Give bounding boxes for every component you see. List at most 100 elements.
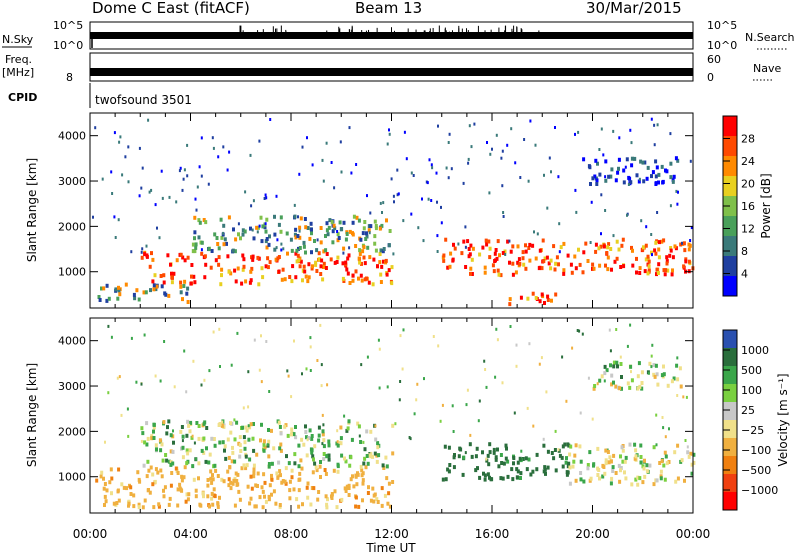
power-speck — [297, 215, 299, 219]
power-cell — [225, 241, 228, 246]
velocity-cell — [614, 471, 618, 475]
velocity-cell — [287, 461, 291, 466]
velocity-speck — [686, 445, 689, 449]
velocity-cell — [596, 473, 600, 477]
power-cell — [365, 276, 368, 281]
velocity-cell — [212, 487, 216, 492]
velocity-cell — [384, 455, 388, 460]
velocity-cell — [102, 476, 105, 481]
power-speck — [557, 175, 560, 179]
power-cell — [220, 267, 224, 272]
velocity-speck — [192, 359, 195, 363]
velocity-cell — [227, 477, 231, 482]
power-cell — [232, 227, 235, 232]
velocity-cell — [385, 476, 389, 481]
power-speck — [470, 145, 473, 149]
velocity-cell — [110, 476, 114, 481]
velocity-cell — [492, 450, 496, 455]
power-speck — [495, 133, 498, 137]
velocity-cell — [345, 428, 349, 433]
power-cell — [615, 256, 619, 261]
velocity-cell — [566, 464, 570, 469]
velocity-speck — [484, 368, 487, 371]
velocity-cell — [391, 451, 395, 456]
colorbar-swatch — [723, 256, 737, 277]
power-cell — [193, 230, 197, 235]
power-speck — [468, 124, 471, 128]
velocity-cell — [350, 437, 354, 442]
velocity-cell — [214, 468, 218, 473]
power-cell — [240, 281, 244, 286]
power-speck — [228, 150, 231, 154]
power-cell — [633, 156, 637, 161]
power-cell — [359, 237, 363, 242]
velocity-speck — [143, 333, 146, 337]
velocity-cell — [292, 432, 296, 437]
power-speck — [403, 130, 406, 134]
power-speck — [422, 239, 425, 243]
velocity-cell — [357, 504, 361, 509]
velocity-cell — [172, 440, 175, 445]
power-cell — [182, 284, 186, 288]
velocity-cell — [141, 431, 145, 436]
power-speck — [298, 229, 301, 233]
velocity-speck — [343, 414, 346, 418]
velocity-cell — [301, 502, 304, 507]
velocity-speck — [603, 379, 606, 383]
power-cell — [654, 159, 658, 164]
power-speck — [306, 136, 308, 140]
power-cell — [298, 235, 302, 240]
velocity-cell — [388, 504, 392, 509]
power-cell — [452, 242, 455, 247]
velocity-cell — [179, 429, 183, 434]
velocity-cell — [516, 469, 520, 474]
freq-tick: 8 — [66, 71, 73, 84]
power-cell — [610, 167, 614, 172]
y-tick-label: 2000 — [58, 425, 86, 438]
colorbar-tick-label: 4 — [741, 268, 748, 281]
power-speck — [276, 238, 279, 242]
velocity-cell — [181, 434, 185, 439]
power-cell — [217, 255, 221, 260]
velocity-cell — [690, 462, 694, 467]
velocity-cell — [504, 456, 508, 461]
velocity-cell — [255, 452, 259, 457]
velocity-cell — [288, 488, 292, 493]
velocity-cell — [162, 488, 165, 493]
velocity-cell — [324, 494, 328, 499]
power-cell — [193, 249, 197, 254]
power-speck — [397, 192, 400, 196]
power-speck — [392, 194, 395, 198]
power-cell — [185, 291, 189, 296]
velocity-cell — [210, 480, 214, 485]
velocity-speck — [581, 332, 584, 336]
power-cell — [344, 260, 348, 265]
velocity-cell — [190, 435, 194, 440]
power-cell — [631, 248, 634, 253]
velocity-cell — [129, 492, 133, 496]
power-speck — [258, 224, 261, 228]
velocity-cell — [152, 422, 156, 427]
velocity-cell — [494, 457, 498, 462]
power-x-ticks — [89, 113, 694, 308]
velocity-cell — [290, 432, 293, 437]
velocity-cell — [213, 443, 217, 448]
velocity-cell — [258, 495, 262, 500]
power-cell — [629, 180, 633, 185]
velocity-speck — [579, 411, 582, 415]
velocity-cell — [276, 475, 280, 480]
velocity-speck — [528, 342, 531, 346]
velocity-cell — [601, 474, 605, 479]
velocity-speck — [290, 395, 293, 399]
velocity-cell — [252, 422, 255, 426]
velocity-cell — [512, 456, 516, 460]
power-cell — [152, 283, 156, 288]
power-cell — [540, 266, 544, 271]
power-cell — [616, 170, 620, 175]
velocity-cell — [293, 461, 297, 466]
velocity-speck — [218, 327, 221, 331]
velocity-speck — [301, 372, 303, 376]
power-cell — [190, 263, 194, 267]
